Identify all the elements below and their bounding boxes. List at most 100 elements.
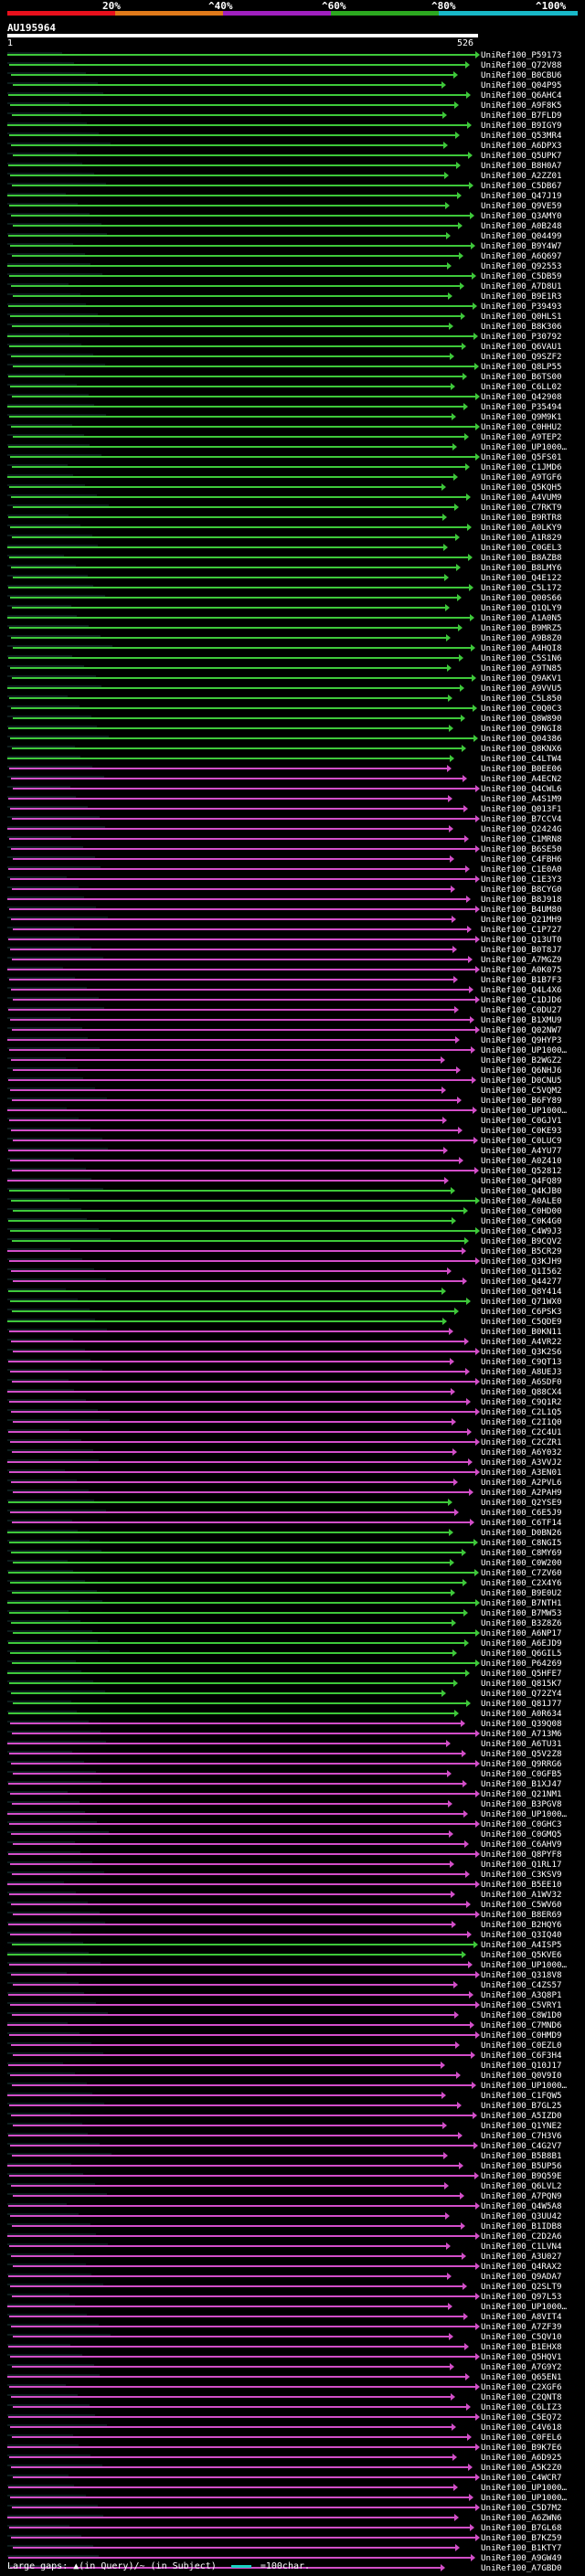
hit-label[interactable]: UniRef100_B0KN11 [481, 1327, 562, 1337]
hit-label[interactable]: UniRef100_C5DB59 [481, 271, 562, 281]
hit-label[interactable]: UniRef100_B7GL25 [481, 2101, 562, 2111]
hit-label[interactable]: UniRef100_A6SDF0 [481, 1377, 562, 1387]
hit-label[interactable]: UniRef100_Q04P95 [481, 80, 562, 90]
hit-label[interactable]: UniRef100_UP1000… [481, 2302, 568, 2312]
hit-label[interactable]: UniRef100_Q8LP55 [481, 362, 562, 372]
hit-label[interactable]: UniRef100_Q88CX4 [481, 1387, 562, 1397]
hit-label[interactable]: UniRef100_A7D8U1 [481, 281, 562, 292]
hit-label[interactable]: UniRef100_C8MY69 [481, 1548, 562, 1558]
hit-label[interactable]: UniRef100_Q318V8 [481, 1970, 562, 1980]
hit-label[interactable]: UniRef100_A7ZF39 [481, 2322, 562, 2332]
hit-label[interactable]: UniRef100_P64269 [481, 1659, 562, 1669]
hit-label[interactable]: UniRef100_Q8W890 [481, 714, 562, 724]
hit-label[interactable]: UniRef100_B9Y4W7 [481, 241, 562, 251]
hit-label[interactable]: UniRef100_A9GW49 [481, 2553, 562, 2563]
hit-label[interactable]: UniRef100_B9IGY9 [481, 121, 562, 131]
hit-label[interactable]: UniRef100_Q81J77 [481, 1699, 562, 1709]
hit-label[interactable]: UniRef100_A2PAH9 [481, 1488, 562, 1498]
hit-label[interactable]: UniRef100_A9TEP2 [481, 432, 562, 442]
hit-label[interactable]: UniRef100_C8NGI5 [481, 1538, 562, 1548]
hit-label[interactable]: UniRef100_C5QDE9 [481, 1317, 562, 1327]
hit-label[interactable]: UniRef100_C4WCR7 [481, 2473, 562, 2483]
hit-label[interactable]: UniRef100_C2X4Y6 [481, 1578, 562, 1588]
hit-label[interactable]: UniRef100_C9QT13 [481, 1357, 562, 1367]
hit-label[interactable]: UniRef100_P39493 [481, 302, 562, 312]
hit-label[interactable]: UniRef100_Q4KJB0 [481, 1186, 562, 1196]
hit-label[interactable]: UniRef100_Q5KVE6 [481, 1950, 562, 1960]
hit-label[interactable]: UniRef100_Q5HFE7 [481, 1669, 562, 1679]
hit-label[interactable]: UniRef100_B6TS00 [481, 372, 562, 382]
hit-label[interactable]: UniRef100_C4FBH6 [481, 854, 562, 864]
hit-label[interactable]: UniRef100_C5EQ72 [481, 2412, 562, 2422]
hit-label[interactable]: UniRef100_Q4W5A8 [481, 2201, 562, 2211]
hit-label[interactable]: UniRef100_A7G9Y2 [481, 2362, 562, 2372]
hit-label[interactable]: UniRef100_A1A0N5 [481, 613, 562, 623]
hit-label[interactable]: UniRef100_C5QV10 [481, 2332, 562, 2342]
hit-label[interactable]: UniRef100_Q4E122 [481, 573, 562, 583]
hit-label[interactable]: UniRef100_B9RTR8 [481, 513, 562, 523]
hit-label[interactable]: UniRef100_Q2SLT9 [481, 2282, 562, 2292]
hit-label[interactable]: UniRef100_Q9VE59 [481, 201, 562, 211]
hit-label[interactable]: UniRef100_A4VR22 [481, 1337, 562, 1347]
hit-label[interactable]: UniRef100_B5EE10 [481, 1880, 562, 1890]
hit-label[interactable]: UniRef100_C4ZS57 [481, 1980, 562, 1990]
hit-label[interactable]: UniRef100_A9TGF6 [481, 472, 562, 482]
hit-label[interactable]: UniRef100_B2HQY6 [481, 1920, 562, 1930]
hit-label[interactable]: UniRef100_C3KSV9 [481, 1870, 562, 1880]
hit-label[interactable]: UniRef100_Q2YSE9 [481, 1498, 562, 1508]
hit-label[interactable]: UniRef100_C0EZL0 [481, 2041, 562, 2051]
hit-label[interactable]: UniRef100_B1XJ47 [481, 1779, 562, 1789]
hit-label[interactable]: UniRef100_UP1000… [481, 1809, 568, 1819]
hit-label[interactable]: UniRef100_Q3UU42 [481, 2211, 562, 2221]
hit-label[interactable]: UniRef100_Q9SZF2 [481, 352, 562, 362]
hit-label[interactable]: UniRef100_C4W9J3 [481, 1226, 562, 1236]
hit-label[interactable]: UniRef100_Q42908 [481, 392, 562, 402]
hit-label[interactable]: UniRef100_A4S1M9 [481, 794, 562, 804]
hit-label[interactable]: UniRef100_C0HD00 [481, 1206, 562, 1216]
hit-label[interactable]: UniRef100_Q65EN1 [481, 2372, 562, 2382]
hit-label[interactable]: UniRef100_B1IDB8 [481, 2221, 562, 2231]
hit-label[interactable]: UniRef100_B9MRZ5 [481, 623, 562, 633]
hit-label[interactable]: UniRef100_P35494 [481, 402, 562, 412]
hit-label[interactable]: UniRef100_A6ZWN6 [481, 2513, 562, 2523]
hit-label[interactable]: UniRef100_C7RKT9 [481, 503, 562, 513]
hit-label[interactable]: UniRef100_C2I1Q0 [481, 1417, 562, 1427]
hit-label[interactable]: UniRef100_C6PSK3 [481, 1307, 562, 1317]
hit-label[interactable]: UniRef100_B0EE06 [481, 764, 562, 774]
hit-label[interactable]: UniRef100_Q4CWL6 [481, 784, 562, 794]
hit-label[interactable]: UniRef100_P59173 [481, 50, 562, 60]
hit-label[interactable]: UniRef100_Q39Q08 [481, 1719, 562, 1729]
hit-label[interactable]: UniRef100_C0KE93 [481, 1126, 562, 1136]
hit-label[interactable]: UniRef100_C5L172 [481, 583, 562, 593]
hit-label[interactable]: UniRef100_A713M6 [481, 1729, 562, 1739]
hit-label[interactable]: UniRef100_Q6NHJ6 [481, 1065, 562, 1076]
hit-label[interactable]: UniRef100_B5UP56 [481, 2161, 562, 2171]
hit-label[interactable]: UniRef100_C1LVN4 [481, 2242, 562, 2252]
hit-label[interactable]: UniRef100_A0B248 [481, 221, 562, 231]
hit-label[interactable]: UniRef100_B7FLD9 [481, 111, 562, 121]
hit-label[interactable]: UniRef100_P30792 [481, 332, 562, 342]
hit-label[interactable]: UniRef100_B6FY89 [481, 1096, 562, 1106]
hit-label[interactable]: UniRef100_B5CR29 [481, 1246, 562, 1256]
hit-label[interactable]: UniRef100_Q9RRG6 [481, 1759, 562, 1769]
hit-label[interactable]: UniRef100_C6LIZ3 [481, 2402, 562, 2412]
hit-label[interactable]: UniRef100_Q53MR4 [481, 131, 562, 141]
hit-label[interactable]: UniRef100_Q815K7 [481, 1679, 562, 1689]
hit-label[interactable]: UniRef100_D0CNU5 [481, 1076, 562, 1086]
hit-label[interactable]: UniRef100_C2C4U1 [481, 1427, 562, 1437]
hit-label[interactable]: UniRef100_UP1000… [481, 442, 568, 452]
hit-label[interactable]: UniRef100_A1R829 [481, 533, 562, 543]
hit-label[interactable]: UniRef100_C6E5J9 [481, 1508, 562, 1518]
hit-label[interactable]: UniRef100_C8W1D0 [481, 2010, 562, 2020]
hit-label[interactable]: UniRef100_Q1QLY9 [481, 603, 562, 613]
hit-label[interactable]: UniRef100_B3PGV8 [481, 1799, 562, 1809]
hit-label[interactable]: UniRef100_Q04386 [481, 734, 562, 744]
hit-label[interactable]: UniRef100_C0GJV1 [481, 1116, 562, 1126]
hit-label[interactable]: UniRef100_Q3IQ40 [481, 1930, 562, 1940]
hit-label[interactable]: UniRef100_Q92553 [481, 261, 562, 271]
hit-label[interactable]: UniRef100_C0HHU2 [481, 422, 562, 432]
hit-label[interactable]: UniRef100_B8ER69 [481, 1910, 562, 1920]
hit-label[interactable]: UniRef100_Q9NGI8 [481, 724, 562, 734]
hit-label[interactable]: UniRef100_Q9HYP3 [481, 1035, 562, 1045]
hit-label[interactable]: UniRef100_Q8KNX6 [481, 744, 562, 754]
